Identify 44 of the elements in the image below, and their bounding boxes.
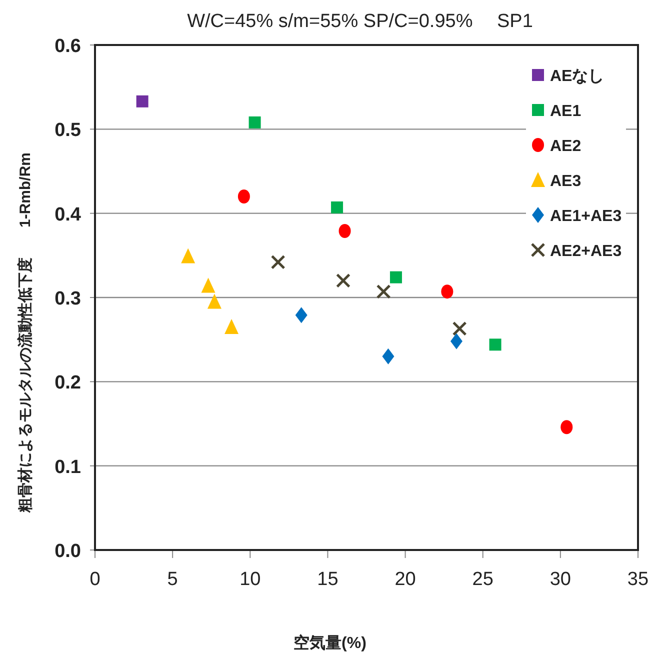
x-tick-label: 10 xyxy=(240,569,261,590)
x-tick-label: 0 xyxy=(90,569,100,590)
y-tick-label: 0.6 xyxy=(54,36,81,57)
y-tick-label: 0.4 xyxy=(54,204,82,226)
point xyxy=(181,248,196,264)
y-axis-title: 粗骨材によるモルタルの流動性低下度 1-Rmb/Rm xyxy=(16,152,34,514)
point xyxy=(450,333,462,350)
point xyxy=(248,116,261,128)
y-tick-label: 0.3 xyxy=(54,288,81,310)
point xyxy=(452,321,467,336)
point xyxy=(238,190,250,204)
point xyxy=(201,278,216,293)
legend-label: AE1+AE3 xyxy=(550,208,622,225)
legend-label: AE3 xyxy=(550,173,582,190)
point xyxy=(441,284,454,299)
point xyxy=(295,307,308,324)
x-axis-title: 空気量(%) xyxy=(294,634,366,652)
point xyxy=(489,338,502,351)
x-tick-label: 5 xyxy=(167,569,178,590)
point xyxy=(270,254,286,270)
x-tick-label: 35 xyxy=(627,569,649,590)
point xyxy=(224,318,239,334)
x-tick-label: 30 xyxy=(550,569,571,590)
legend-label: AEなし xyxy=(550,68,604,85)
y-tick-label: 0.0 xyxy=(54,541,81,562)
point xyxy=(390,271,402,284)
legend-label: AE2+AE3 xyxy=(550,243,622,260)
point xyxy=(382,348,394,364)
legend-label: AE2 xyxy=(550,138,582,155)
chart-title: W/C=45% s/m=55% SP/C=0.95% SP1 xyxy=(187,11,533,32)
point xyxy=(338,224,351,238)
legend-label: AE1 xyxy=(550,103,582,120)
point xyxy=(376,284,391,299)
point xyxy=(336,273,350,288)
y-tick-label: 0.5 xyxy=(54,120,82,142)
x-tick-label: 25 xyxy=(472,569,494,590)
point xyxy=(331,201,344,214)
x-tick-label: 20 xyxy=(394,569,416,590)
y-tick-label: 0.1 xyxy=(54,456,82,478)
point xyxy=(560,420,573,434)
point xyxy=(207,294,222,309)
x-tick-label: 15 xyxy=(317,569,338,590)
point xyxy=(136,95,148,108)
y-tick-label: 0.2 xyxy=(54,372,81,394)
